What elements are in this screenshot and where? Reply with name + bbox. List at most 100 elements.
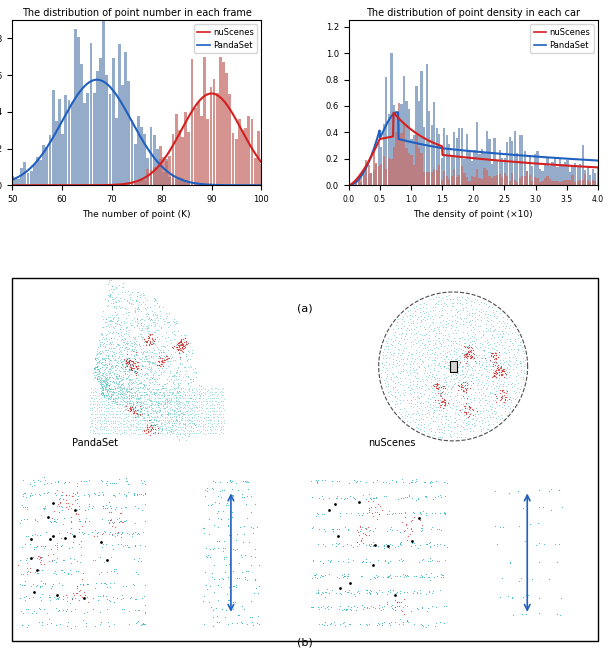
Point	[165, 399, 174, 409]
Point	[181, 396, 190, 407]
Point	[149, 300, 159, 311]
Point	[111, 371, 121, 382]
Point	[214, 418, 223, 429]
Point	[419, 321, 429, 332]
Point	[125, 375, 135, 385]
Point	[104, 371, 113, 382]
Legend: nuScenes, PandaSet: nuScenes, PandaSet	[194, 24, 257, 53]
Point	[409, 323, 419, 334]
Point	[217, 386, 226, 397]
Point	[146, 385, 156, 396]
Point	[170, 370, 179, 381]
Point	[465, 403, 475, 413]
Point	[169, 399, 179, 410]
Point	[103, 393, 113, 403]
Point	[409, 408, 418, 419]
Point	[99, 375, 109, 386]
Point	[156, 396, 165, 407]
Point	[134, 397, 144, 407]
Point	[505, 361, 515, 371]
Point	[431, 298, 441, 309]
Point	[502, 367, 512, 377]
Point	[106, 415, 116, 426]
Point	[165, 365, 175, 376]
Point	[100, 413, 110, 424]
Point	[464, 408, 473, 419]
Bar	[461, 128, 463, 185]
Point	[125, 291, 135, 302]
Point	[117, 428, 127, 439]
Point	[184, 409, 193, 420]
Point	[462, 322, 472, 333]
Point	[462, 361, 472, 371]
Point	[460, 358, 470, 369]
Point	[196, 405, 206, 415]
Bar	[511, 141, 514, 185]
Point	[135, 328, 145, 339]
Point	[390, 395, 400, 406]
Point	[194, 393, 204, 403]
Point	[180, 406, 190, 417]
Point	[104, 372, 114, 383]
Point	[123, 372, 133, 383]
Point	[106, 355, 116, 366]
Point	[133, 404, 143, 415]
Point	[456, 428, 465, 439]
Point	[432, 379, 442, 389]
Point	[476, 331, 486, 342]
Point	[142, 399, 151, 409]
Point	[90, 363, 100, 374]
Point	[504, 341, 514, 352]
Point	[124, 356, 134, 367]
Point	[151, 425, 161, 436]
Point	[212, 386, 221, 397]
Point	[438, 395, 448, 406]
Point	[383, 344, 393, 355]
Point	[108, 312, 118, 323]
Point	[468, 336, 478, 347]
Point	[117, 379, 126, 389]
Bar	[152, 167, 156, 185]
Bar	[411, 139, 413, 185]
Point	[601, 200, 610, 210]
Point	[143, 320, 153, 331]
Bar	[436, 170, 438, 185]
Point	[156, 347, 166, 357]
Point	[176, 389, 185, 400]
Bar	[561, 181, 564, 185]
Point	[440, 348, 450, 359]
Point	[491, 368, 501, 379]
Point	[99, 405, 109, 416]
Point	[117, 327, 126, 337]
Bar	[370, 174, 372, 185]
Bar	[458, 176, 461, 185]
Point	[168, 389, 178, 399]
Point	[127, 401, 137, 412]
Point	[487, 348, 497, 359]
Point	[152, 312, 162, 323]
Point	[118, 386, 128, 397]
Point	[176, 375, 186, 385]
Point	[490, 305, 500, 316]
Point	[108, 418, 118, 429]
Point	[118, 359, 127, 369]
Point	[97, 379, 107, 389]
Point	[151, 395, 160, 406]
Point	[163, 407, 173, 418]
Point	[158, 401, 168, 411]
Point	[419, 426, 429, 436]
Point	[129, 321, 138, 332]
Point	[500, 365, 509, 376]
Point	[122, 396, 132, 407]
Bar	[478, 154, 481, 185]
Point	[99, 402, 109, 413]
Point	[388, 336, 398, 347]
Point	[153, 383, 163, 394]
Point	[172, 415, 182, 426]
Point	[95, 377, 104, 387]
Point	[140, 415, 149, 426]
Point	[120, 390, 129, 401]
Point	[96, 363, 106, 373]
Point	[467, 314, 477, 325]
Point	[456, 379, 465, 389]
